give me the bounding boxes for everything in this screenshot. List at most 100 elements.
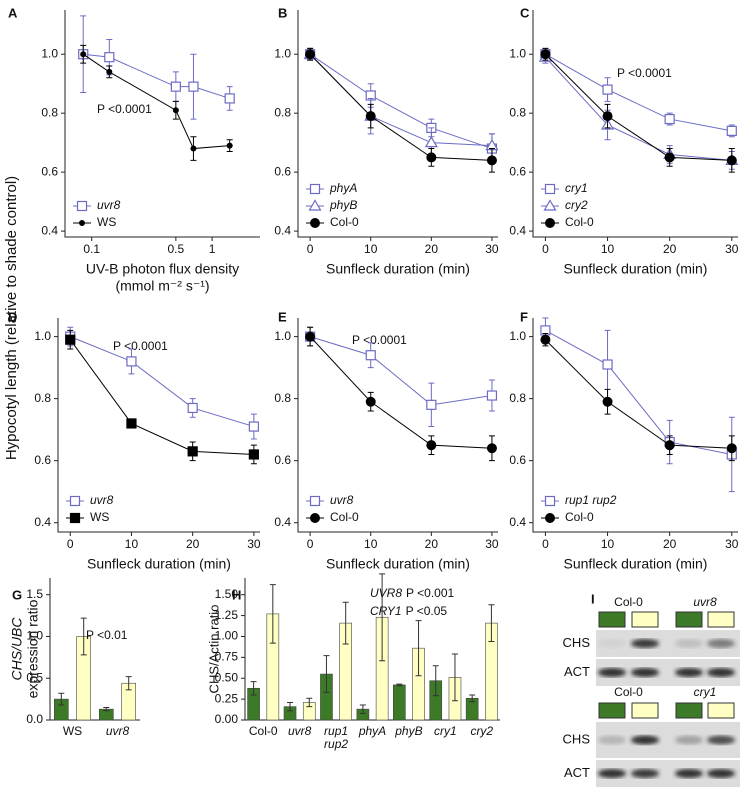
marker	[187, 402, 198, 414]
y-tick-label: 0.25	[215, 691, 239, 705]
x-tick-label-box: cry1	[434, 725, 457, 738]
x-tick-label-box: Col-0	[248, 725, 278, 738]
legend-label: cry1	[565, 181, 588, 195]
y-tick-label: 1.0	[274, 329, 291, 343]
y-tick-label: 0.00	[215, 712, 239, 726]
y-tick-label: 0.8	[34, 391, 51, 405]
annotation-text: P <0.001	[406, 586, 454, 600]
y-tick-label: 1.0	[509, 46, 526, 60]
marker	[126, 418, 137, 429]
y-axis-label: expression ratio	[25, 599, 41, 698]
series-line	[545, 339, 732, 449]
legend-marker	[308, 199, 322, 211]
legend-label: cry2	[565, 198, 588, 212]
blot-band	[675, 668, 703, 677]
marker	[188, 81, 199, 92]
annotation-text: P <0.05	[406, 604, 448, 618]
y-tick-label: 0.4	[509, 223, 526, 237]
error-bar	[451, 653, 458, 702]
marker	[540, 334, 551, 345]
y-tick-label: 1.0	[26, 629, 43, 643]
legend-marker	[544, 183, 556, 195]
y-tick-label: 0.6	[509, 164, 526, 178]
annotation: P <0.0001	[617, 66, 672, 80]
annotation-gene: CRY1	[370, 604, 402, 618]
x-axis-label: Sunfleck duration (min)	[564, 261, 708, 277]
x-tick-label-box: uvr8	[106, 725, 129, 738]
legend-marker	[543, 199, 557, 211]
marker	[190, 145, 197, 152]
legend-label: phyA	[329, 181, 357, 195]
y-tick-label: 0.6	[274, 164, 291, 178]
blot-band	[707, 735, 735, 745]
x-tick-label-box: phyA	[358, 725, 387, 738]
series-line	[309, 336, 493, 406]
panel-label: A	[8, 5, 18, 20]
legend-marker	[76, 200, 88, 212]
x-tick-label: 10	[601, 242, 615, 256]
y-tick-label: 0.6	[34, 453, 51, 467]
x-tick-label: 20	[663, 242, 677, 256]
legend-marker	[310, 218, 320, 228]
x-tick-label: 30	[485, 537, 499, 551]
error-bar	[103, 706, 110, 712]
genotype-label: uvr8	[693, 595, 717, 609]
genotype-label: Col-0	[614, 595, 643, 609]
blot-band	[631, 769, 659, 778]
error-bar	[342, 601, 349, 645]
x-tick-label-box: cry2	[470, 725, 493, 738]
marker	[106, 68, 113, 75]
x-tick-label: 30	[725, 537, 739, 551]
marker	[365, 396, 376, 407]
annotation: UVR8 P <0.001	[370, 586, 455, 600]
marker	[426, 399, 437, 410]
treatment-box	[707, 611, 735, 628]
blot-band	[707, 639, 735, 648]
error-bar	[469, 694, 476, 703]
error-bar	[269, 584, 276, 644]
x-tick-label: 30	[725, 242, 739, 256]
blot-band	[675, 769, 703, 778]
y-tick-label: 1.00	[215, 629, 239, 643]
y-tick-label: 1.0	[41, 46, 58, 60]
marker	[426, 440, 437, 451]
annotation: P <0.0001	[352, 333, 407, 347]
legend-marker	[79, 220, 85, 226]
panel-label: I	[591, 591, 595, 606]
marker	[172, 107, 179, 114]
x-tick-label: 20	[425, 242, 439, 256]
marker	[486, 443, 497, 454]
error-bar	[287, 701, 294, 712]
blot-band	[707, 769, 735, 778]
blot-band	[631, 668, 659, 677]
series-line	[545, 329, 732, 455]
y-tick-label: 0.4	[41, 223, 58, 237]
x-tick-label: phyB	[395, 725, 423, 738]
y-tick-label: 0.50	[215, 670, 239, 684]
error-bar	[396, 683, 403, 687]
x-tick-label: phyA	[358, 725, 387, 738]
y-tick-label: 0.6	[41, 164, 58, 178]
x-tick-label-box: rup1 rup2	[324, 725, 348, 751]
x-tick-label: 0.5	[168, 242, 185, 256]
annotation: P <0.0001	[97, 102, 152, 116]
series-line	[545, 53, 732, 161]
x-tick-label: Col-0	[248, 725, 278, 738]
blot-band	[598, 668, 626, 677]
error-bar	[250, 681, 257, 696]
y-tick-label: 0.6	[509, 453, 526, 467]
annotation: CRY1 P <0.05	[370, 604, 447, 618]
marker	[602, 359, 613, 370]
marker	[540, 49, 551, 60]
y-tick-label: 1.50	[215, 587, 239, 601]
panel-label: G	[12, 587, 22, 602]
blot-band	[675, 735, 703, 745]
marker	[664, 152, 675, 163]
panel-label: B	[278, 5, 287, 20]
legend-label: Col-0	[330, 510, 359, 524]
y-tick-label: 0.8	[509, 105, 526, 119]
legend-label: Col-0	[565, 215, 594, 229]
marker	[226, 142, 233, 149]
error-bar	[359, 704, 366, 714]
